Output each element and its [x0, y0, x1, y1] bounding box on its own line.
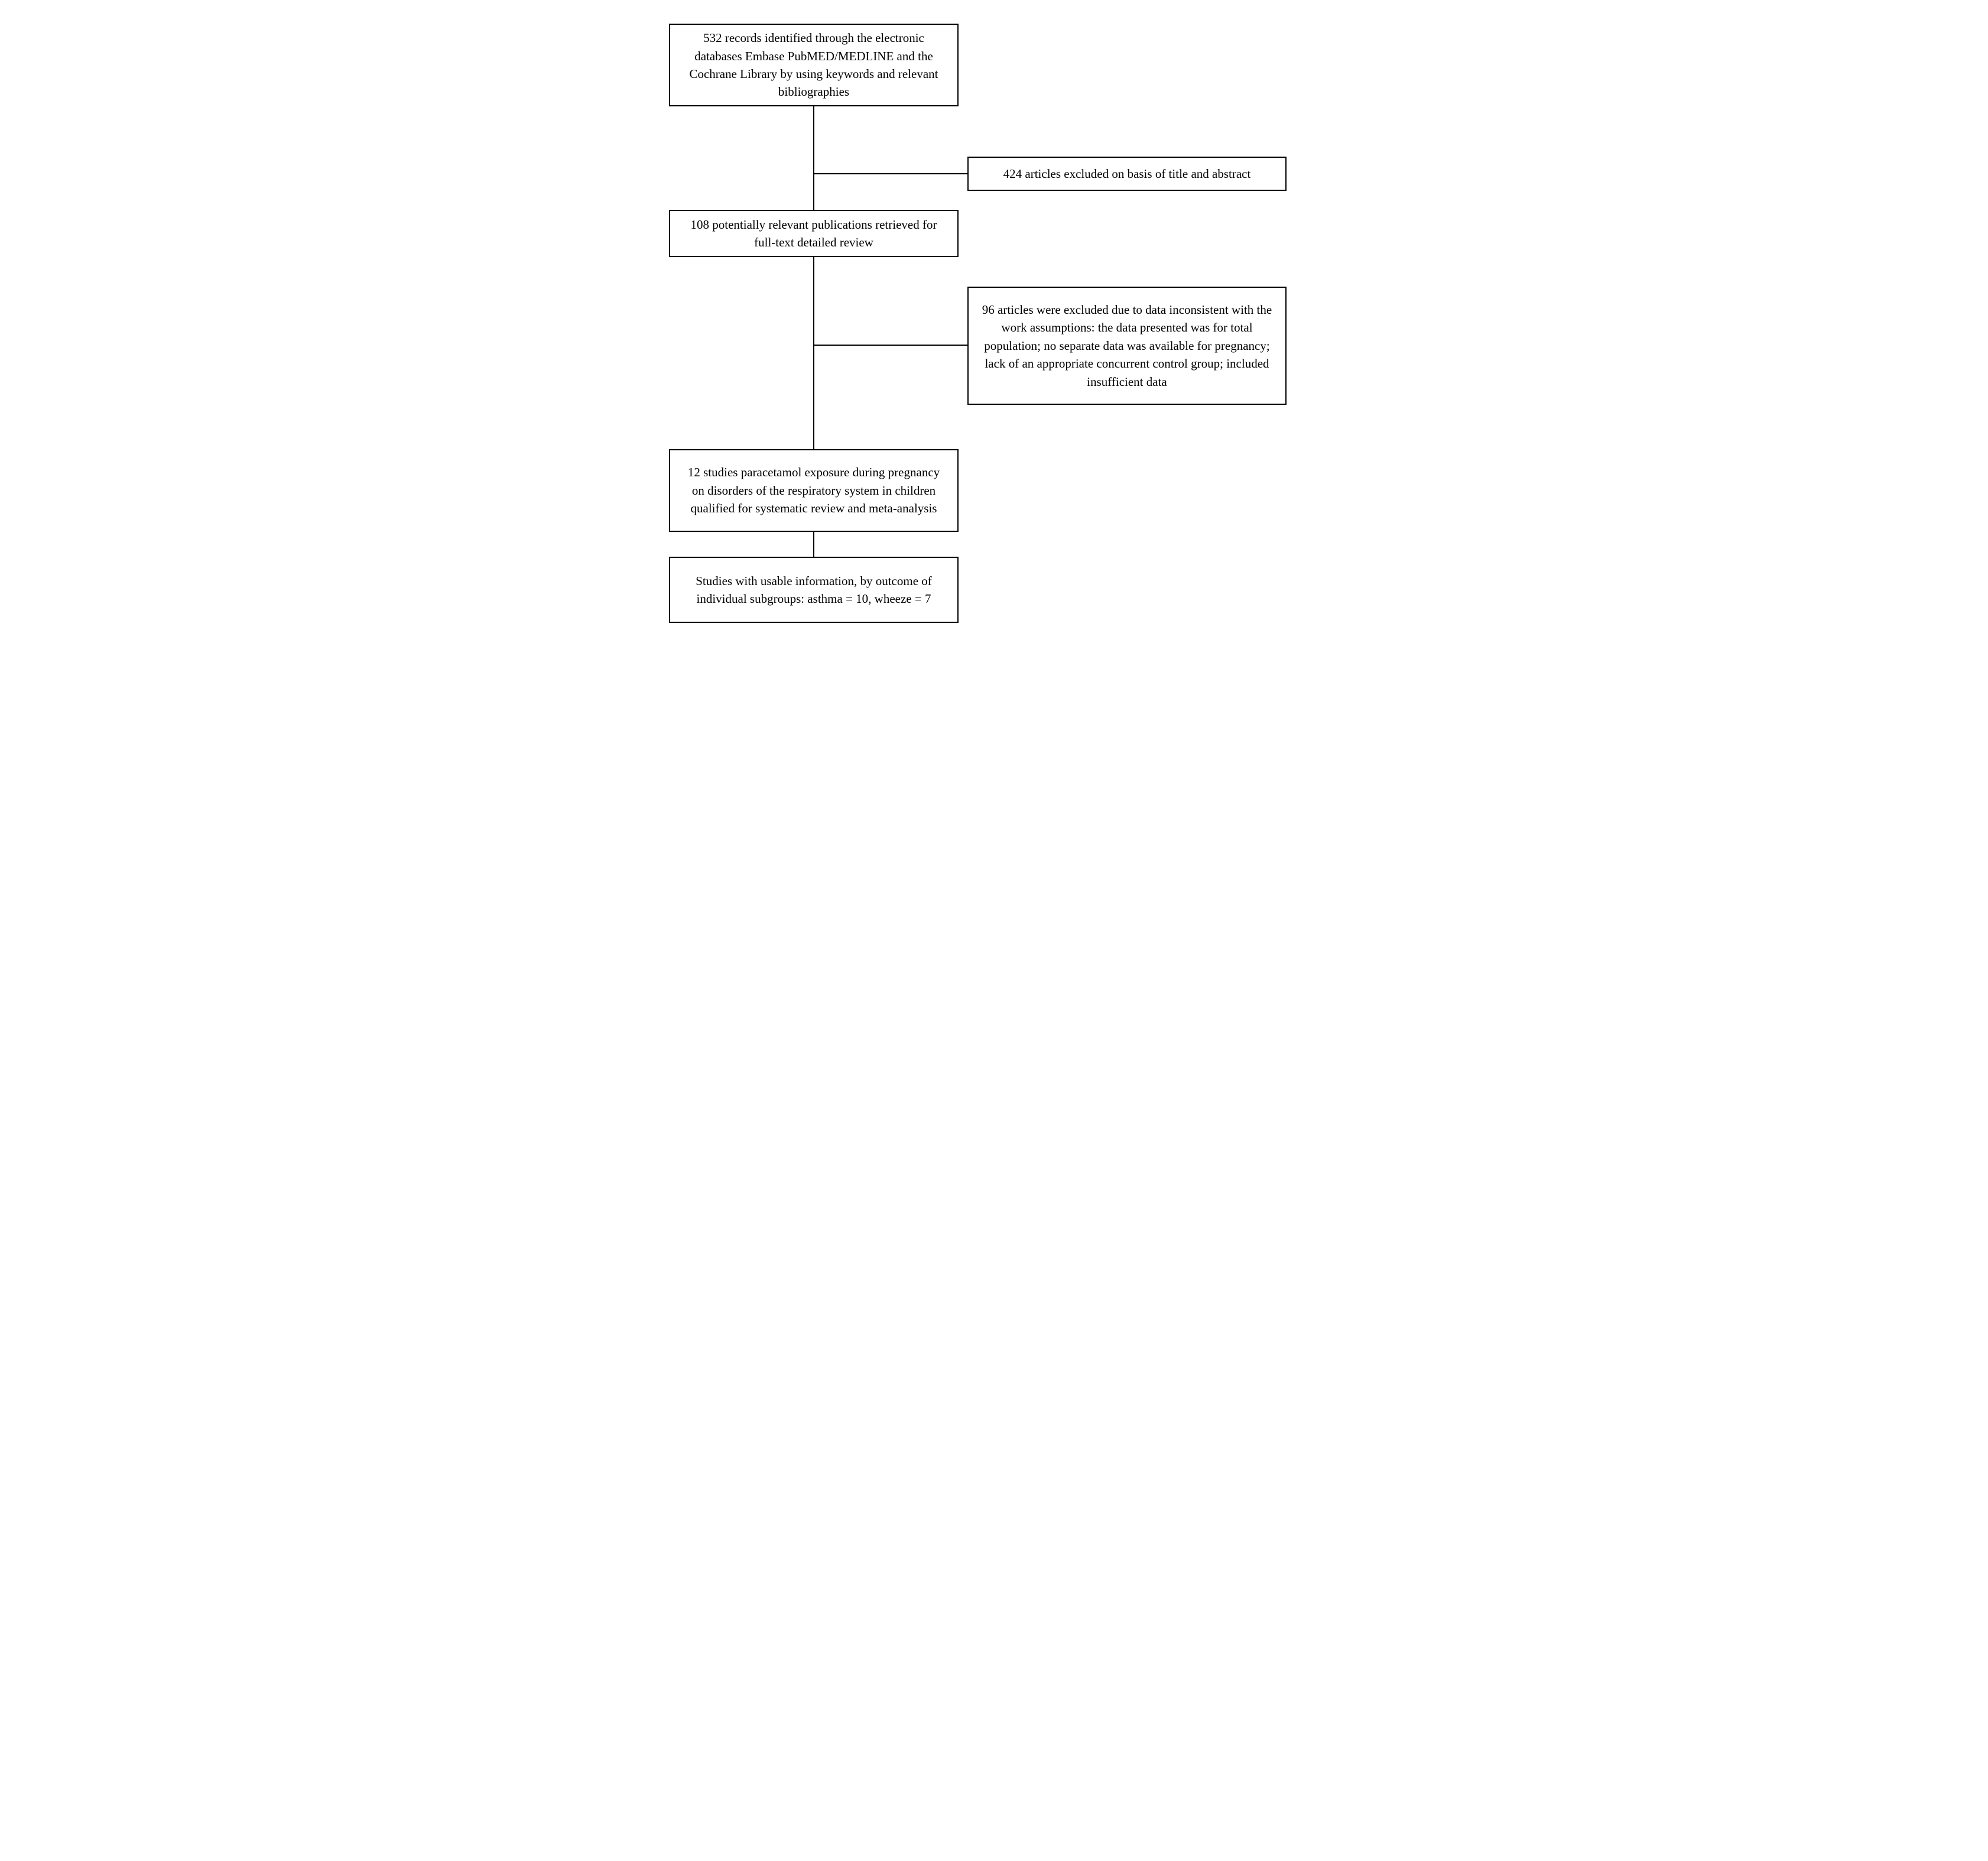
flow-node-n4: 96 articles were excluded due to data in… — [967, 287, 1287, 405]
flow-edge — [813, 345, 967, 346]
flow-node-n6: Studies with usable information, by outc… — [669, 557, 959, 623]
flow-edge — [813, 532, 814, 557]
flow-edge — [813, 257, 814, 449]
flow-node-n1: 532 records identified through the elect… — [669, 24, 959, 106]
flow-edge — [813, 106, 814, 210]
flow-node-n5: 12 studies paracetamol exposure during p… — [669, 449, 959, 532]
flow-node-n2: 424 articles excluded on basis of title … — [967, 157, 1287, 191]
flow-node-n3: 108 potentially relevant publications re… — [669, 210, 959, 257]
flow-edge — [813, 173, 967, 174]
prisma-flowchart: 532 records identified through the elect… — [669, 24, 1319, 632]
